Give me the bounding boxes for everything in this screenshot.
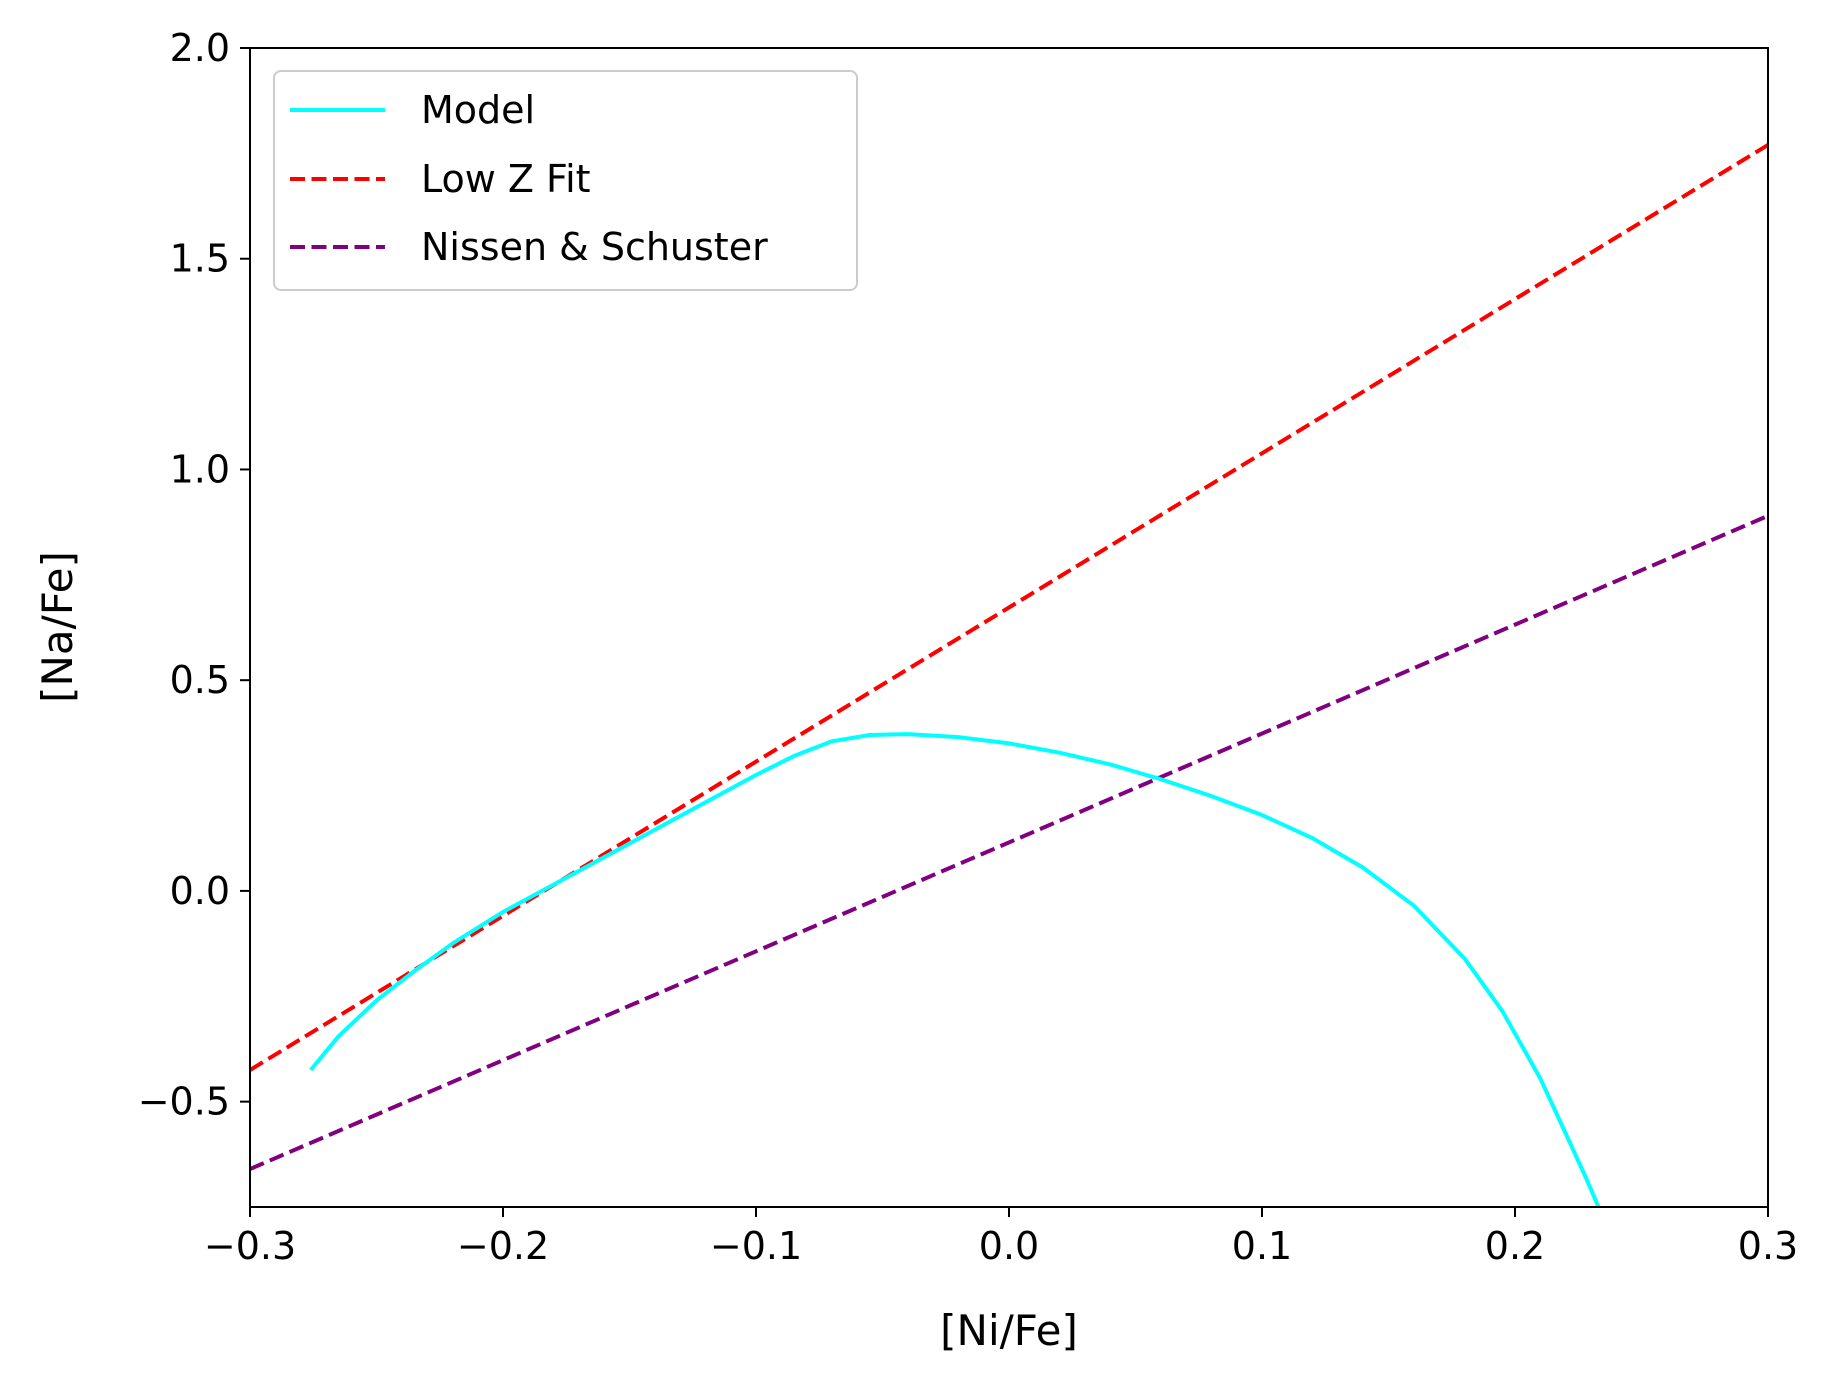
x-tick-label: −0.2 [457,1224,549,1268]
legend-label-nissen-schuster: Nissen & Schuster [421,225,768,269]
y-tick-label: 2.0 [170,26,230,70]
legend-box [273,70,858,291]
legend-label-model: Model [421,88,535,132]
y-tick-label: −0.5 [138,1080,230,1124]
series-line-low-z-fit [250,143,1768,1072]
y-axis: −0.5 0.0 0.5 1.0 1.5 2.0 [138,26,250,1124]
y-tick-label: 1.5 [170,237,230,281]
series-line-model [309,732,1601,1207]
y-tick-label: 1.0 [170,447,230,491]
series-line-nissen-schuster [250,513,1768,1171]
y-tick-label: 0.5 [170,658,230,702]
legend-label-low-z-fit: Low Z Fit [421,157,591,201]
x-tick-label: 0.2 [1485,1224,1545,1268]
x-tick-label: 0.1 [1232,1224,1292,1268]
x-tick-label: −0.1 [710,1224,802,1268]
x-tick-label: −0.3 [204,1224,296,1268]
y-tick-label: 0.0 [170,869,230,913]
y-axis-label: [Na/Fe] [33,551,82,703]
legend: Model Low Z Fit Nissen & Schuster [273,70,858,291]
x-tick-label: 0.0 [979,1224,1039,1268]
series-layer [250,143,1768,1207]
x-tick-label: 0.3 [1738,1224,1798,1268]
x-axis-label: [Ni/Fe] [940,1306,1078,1355]
x-axis: −0.3 −0.2 −0.1 0.0 0.1 0.2 0.3 [204,1207,1798,1268]
